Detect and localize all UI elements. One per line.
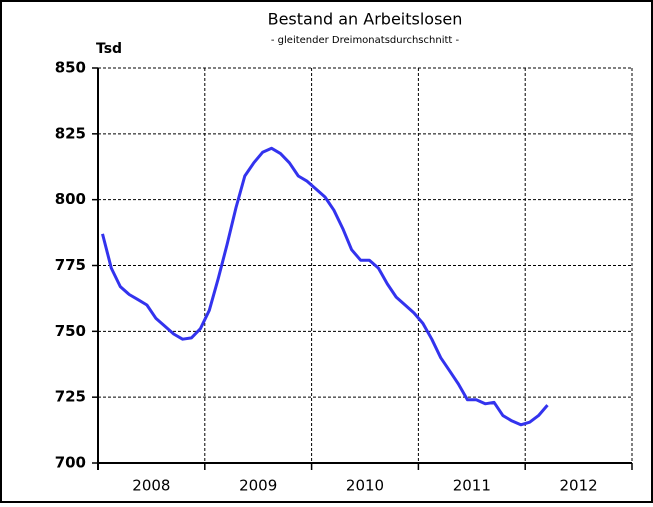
y-unit: Tsd — [96, 41, 122, 57]
x-tick-label: 2011 — [453, 477, 491, 495]
y-tick-label: 800 — [55, 190, 86, 208]
x-tick-label: 2012 — [560, 477, 598, 495]
y-tick-label: 750 — [55, 322, 86, 340]
chart-title: Bestand an Arbeitslosen — [268, 10, 463, 29]
y-tick-label: 725 — [55, 388, 86, 406]
x-tick-label: 2010 — [346, 477, 384, 495]
data-line — [101, 146, 549, 427]
chart-subtitle: - gleitender Dreimonatsdurchschnitt - — [271, 35, 460, 46]
y-tick-label: 825 — [55, 124, 86, 142]
x-tick-label: 2008 — [132, 477, 170, 495]
y-tick-label: 700 — [55, 454, 86, 472]
y-tick-label: 775 — [55, 256, 86, 274]
y-tick-label: 850 — [55, 59, 86, 77]
x-tick-label: 2009 — [239, 477, 277, 495]
